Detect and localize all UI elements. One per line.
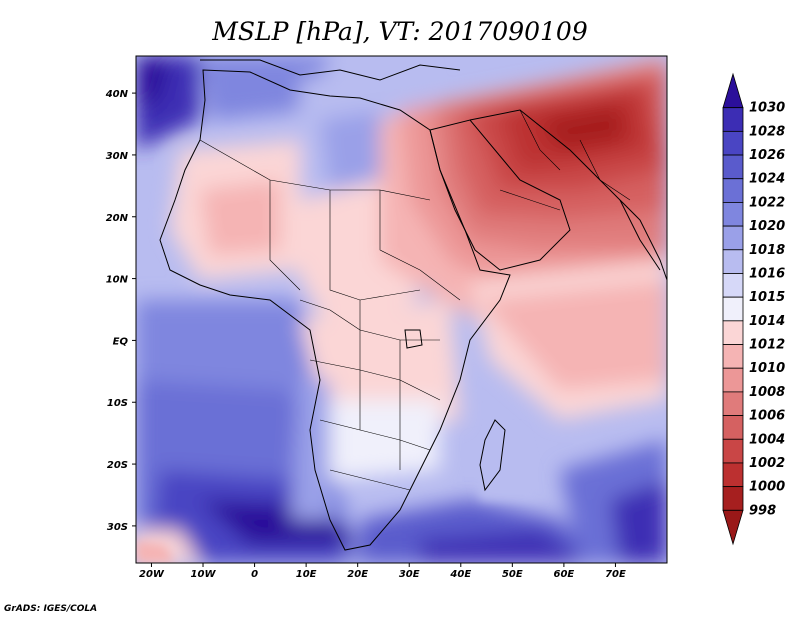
colorbar-swatch [722,296,744,322]
lat-tick-label: 40N [105,89,129,100]
colorbar-swatch [722,462,744,488]
colorbar-level-label: 1026 [749,148,785,163]
colorbar-bottom-arrow [722,509,744,546]
longitude-axis: 20W 10W 0 10E 20E 30E 40E 50E 60E 70E [139,563,626,580]
colorbar-swatch [722,273,744,298]
lat-tick-label: 20S [107,460,128,471]
lon-tick-label: 40E [449,569,471,580]
colorbar-level-label: 1012 [749,338,785,353]
colorbar-level-label: 1006 [749,409,785,424]
colorbar-swatch [722,130,744,156]
lon-tick-label: 20W [139,569,165,580]
lat-tick-label: 10S [107,398,128,409]
latitude-axis: 40N 30N 20N 10N EQ 10S 20S 30S [105,89,136,533]
lat-tick-label: 10N [106,275,129,286]
grads-credit: GrADS: IGES/COLA [4,604,97,614]
lon-tick-label: 70E [605,569,626,580]
colorbar-level-label: 1004 [749,432,785,447]
lon-tick-label: 10W [191,569,217,580]
colorbar-level-label: 1018 [749,243,785,258]
lat-tick-label: 20N [106,213,129,224]
colorbar-level-label: 1020 [749,219,785,234]
colorbar-level-label: 998 [749,503,776,518]
colorbar-swatch [722,249,744,274]
colorbar: 1030 1028 1026 1024 1022 1020 1018 1016 1015 1014… [722,72,785,546]
lat-tick-label: 30N [106,151,129,162]
colorbar-swatch [722,415,744,440]
colorbar-level-label: 1016 [749,266,785,281]
colorbar-level-label: 1028 [749,124,785,139]
map-frame [135,55,668,564]
lon-tick-label: 0 [251,569,258,580]
country-borders [199,109,631,491]
colorbar-swatch [722,438,744,464]
colorbar-swatch [722,320,744,345]
lon-tick-label: 10E [296,569,317,580]
lat-tick-label: EQ [113,336,129,347]
colorbar-level-label: 1015 [749,290,785,305]
colorbar-swatch [722,367,744,393]
colorbar-level-label: 1008 [749,385,785,400]
colorbar-swatch [722,107,744,132]
lon-tick-label: 20E [347,569,368,580]
colorbar-swatch [722,178,744,203]
colorbar-level-label: 1024 [749,172,785,187]
lon-tick-label: 50E [502,569,523,580]
colorbar-level-label: 1000 [749,480,785,495]
lat-tick-label: 30S [107,522,128,533]
colorbar-swatch [722,391,744,416]
colorbar-top-arrow [722,72,744,109]
colorbar-swatch [722,154,744,180]
colorbar-swatch [722,486,744,511]
colorbar-level-label: 1002 [749,456,785,471]
colorbar-level-label: 1010 [749,361,785,376]
colorbar-swatch [722,225,744,251]
pressure-field [136,56,667,563]
map-title: MSLP [hPa], VT: 2017090109 [211,17,588,46]
colorbar-level-label: 1022 [749,195,785,210]
lon-tick-label: 30E [399,569,420,580]
lon-tick-label: 60E [554,569,575,580]
colorbar-level-label: 1014 [749,314,785,329]
colorbar-swatch [722,202,744,227]
colorbar-level-label: 1030 [749,101,785,116]
colorbar-swatch [722,344,744,369]
